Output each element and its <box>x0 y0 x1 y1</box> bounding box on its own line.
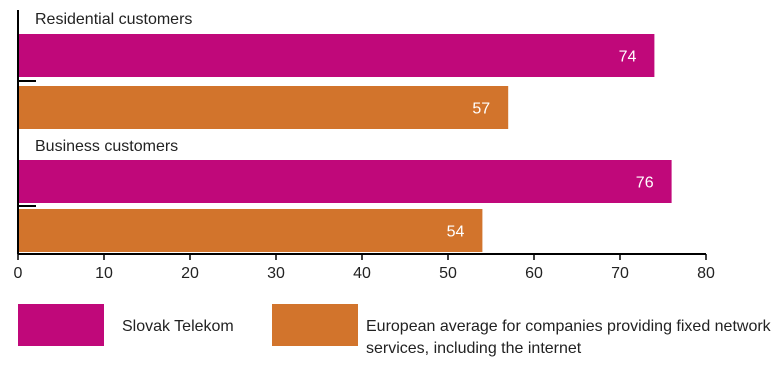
legend-swatch-european-average <box>272 304 358 346</box>
bar-0-0 <box>18 34 655 77</box>
bar-chart: Residential customers 74 57 Business custom… <box>14 10 715 282</box>
bar-0-1 <box>18 86 509 129</box>
x-tick-label-4: 40 <box>353 265 371 282</box>
bar-value-label-0-0: 74 <box>619 49 637 66</box>
x-tick-label-1: 10 <box>95 265 113 282</box>
x-tick-label-5: 50 <box>439 265 457 282</box>
legend-swatch-slovak-telekom <box>18 304 104 346</box>
x-tick-label-7: 70 <box>611 265 629 282</box>
x-tick-label-8: 80 <box>697 265 715 282</box>
x-tick-label-2: 20 <box>181 265 199 282</box>
bar-value-label-0-1: 57 <box>472 101 490 118</box>
bar-1-1 <box>18 209 483 252</box>
legend-label-european-average: European average for companies providing… <box>366 318 771 357</box>
x-tick-label-6: 60 <box>525 265 543 282</box>
bar-value-label-1-1: 54 <box>447 224 465 241</box>
legend-label-slovak-telekom: Slovak Telekom <box>122 318 234 335</box>
bar-1-0 <box>18 160 672 203</box>
group-label-0: Residential customers <box>35 11 192 28</box>
legend: Slovak Telekom European average for comp… <box>0 304 783 364</box>
x-tick-label-0: 0 <box>14 265 23 282</box>
group-label-1: Business customers <box>35 138 178 155</box>
x-tick-label-3: 30 <box>267 265 285 282</box>
bar-value-label-1-0: 76 <box>636 175 654 192</box>
